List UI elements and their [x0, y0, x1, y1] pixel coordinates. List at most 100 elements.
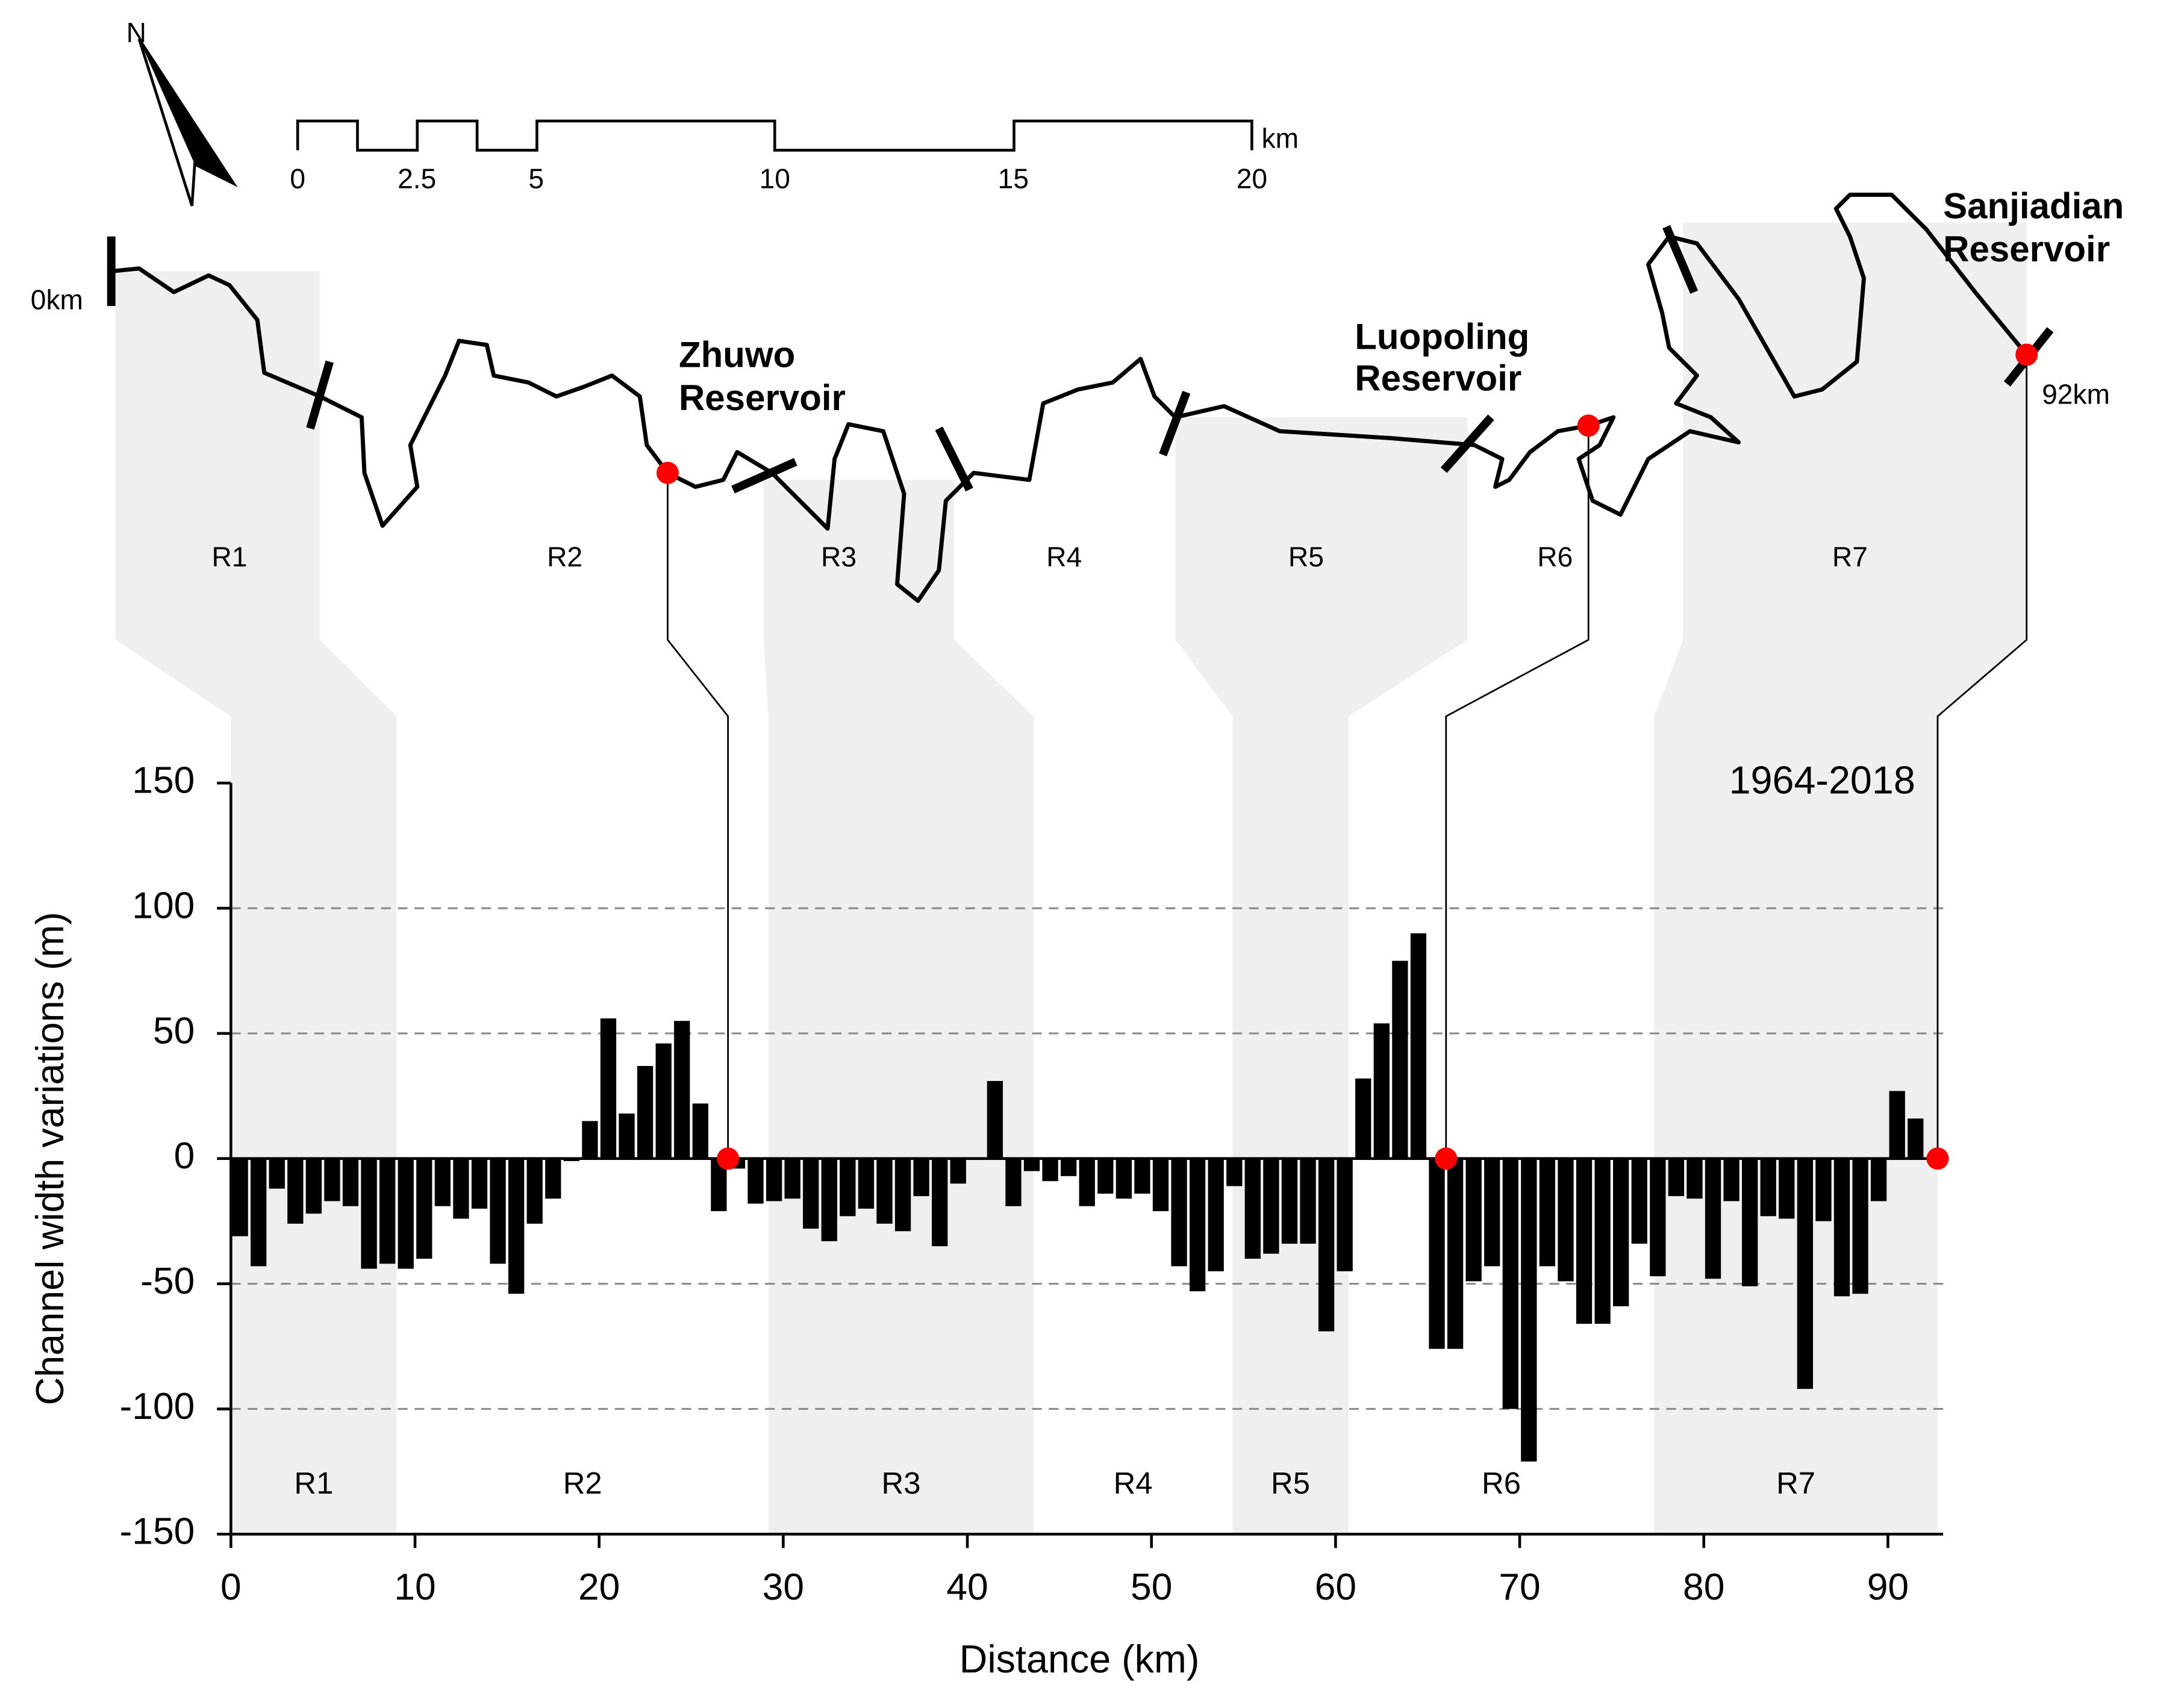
bar [490, 1158, 506, 1264]
scale-label: 0 [290, 163, 305, 194]
bar [1373, 1023, 1390, 1159]
bar [305, 1158, 322, 1214]
bar [821, 1158, 837, 1241]
bar [1115, 1158, 1132, 1199]
map-reservoir-point [656, 461, 679, 484]
region-label: R6 [1482, 1466, 1521, 1500]
reservoir-label: Reservoir [1943, 229, 2110, 269]
y-tick-label: -100 [120, 1386, 195, 1427]
bar [1392, 961, 1408, 1159]
map-region-label: R1 [212, 541, 248, 573]
section-marker [1662, 225, 1699, 294]
bar [1502, 1158, 1518, 1409]
bar [1042, 1158, 1058, 1182]
bar [1005, 1158, 1022, 1206]
bar [1815, 1158, 1832, 1221]
bar [1318, 1158, 1335, 1332]
x-tick-label: 50 [1131, 1566, 1172, 1608]
bar [1171, 1158, 1187, 1267]
bar [600, 1018, 617, 1159]
bar [1281, 1158, 1298, 1244]
bar [876, 1158, 893, 1224]
bar [342, 1158, 359, 1206]
bar [324, 1158, 340, 1202]
bar [692, 1103, 708, 1159]
bar [1410, 933, 1427, 1159]
region-label: R3 [882, 1466, 921, 1500]
bar [637, 1065, 654, 1159]
bar [1079, 1158, 1095, 1206]
connector [1936, 354, 2028, 1159]
bar [379, 1158, 396, 1264]
region-label: R2 [563, 1466, 602, 1500]
connector [1445, 425, 1590, 1159]
start-label: 0km [31, 284, 83, 315]
bar [1521, 1158, 1537, 1462]
bar [361, 1158, 377, 1269]
north-label: N [126, 17, 146, 48]
bar [232, 1158, 248, 1236]
bar [803, 1158, 819, 1229]
bar [1300, 1158, 1316, 1244]
bar [1870, 1158, 1887, 1202]
bar [251, 1158, 267, 1267]
bar [1152, 1158, 1169, 1212]
bar [1908, 1118, 1924, 1159]
bar [287, 1158, 304, 1224]
reservoir-point [717, 1147, 740, 1170]
bar [582, 1121, 598, 1159]
bar [1668, 1158, 1685, 1197]
reservoir-label: Zhuwo [679, 334, 795, 375]
bar [508, 1158, 525, 1294]
bar [1097, 1158, 1114, 1194]
map-region-label: R5 [1288, 541, 1324, 573]
reservoir-label: Reservoir [679, 378, 846, 418]
bar [747, 1158, 764, 1204]
y-tick-label: -50 [140, 1261, 195, 1302]
bar [1355, 1078, 1371, 1159]
region-band [1654, 222, 2027, 1535]
bar [1889, 1091, 1905, 1159]
region-band [763, 479, 1034, 1535]
bar [1779, 1158, 1795, 1219]
map-region-label: R2 [547, 541, 582, 573]
section-marker [731, 458, 797, 494]
bar [1760, 1158, 1776, 1217]
region-label: R5 [1271, 1466, 1310, 1500]
bar [1226, 1158, 1243, 1186]
reservoir-point [1435, 1147, 1458, 1170]
region-label: R7 [1776, 1466, 1815, 1500]
scale-label: 2.5 [398, 163, 436, 194]
bar [987, 1080, 1003, 1159]
bar [913, 1158, 929, 1197]
scale-label: 15 [998, 163, 1029, 194]
x-tick-label: 30 [763, 1566, 804, 1608]
bar [619, 1113, 635, 1159]
reservoir-point [1926, 1147, 1949, 1170]
bar [1539, 1158, 1556, 1267]
y-tick-label: -150 [120, 1511, 195, 1553]
bar [932, 1158, 948, 1247]
bar [416, 1158, 432, 1259]
bar [1337, 1158, 1353, 1271]
bar [1465, 1158, 1482, 1282]
bar [894, 1158, 911, 1232]
bar [1429, 1158, 1445, 1349]
bar [1023, 1158, 1040, 1171]
bar [674, 1021, 690, 1159]
section-marker [935, 426, 973, 492]
bar [1705, 1158, 1721, 1279]
region-label: R1 [294, 1466, 333, 1500]
bar [1447, 1158, 1464, 1349]
bar [545, 1158, 561, 1199]
map-region-label: R3 [821, 541, 856, 573]
bar [471, 1158, 488, 1209]
bar [1208, 1158, 1224, 1271]
scale-label: 10 [760, 163, 790, 194]
x-tick-label: 20 [578, 1566, 620, 1608]
y-axis-title: Channel width variations (m) [28, 912, 72, 1405]
annotation: 1964-2018 [1729, 758, 1915, 802]
section-marker [1440, 414, 1494, 473]
x-tick-label: 60 [1315, 1566, 1356, 1608]
